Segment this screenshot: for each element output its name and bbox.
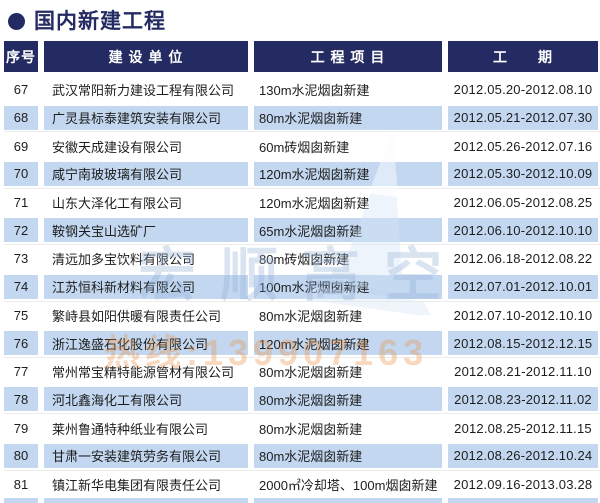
header-company: 建 设 单 位 — [44, 41, 248, 72]
cell-period: 2012.06.10-2012.10.10 — [448, 218, 598, 243]
cell-no: 76 — [4, 331, 38, 356]
bullet-icon — [8, 12, 25, 30]
cell-period: 2012.05.30-2012.10.09 — [448, 161, 598, 186]
cell-no: 77 — [13, 364, 29, 380]
cell-no: 78 — [4, 387, 38, 412]
cell-no: 75 — [13, 307, 29, 323]
cell-company: 繁峙县如阳供暖有限责任公司 — [52, 308, 222, 324]
cell-project: 65m水泥烟囱新建 — [254, 218, 442, 243]
cell-company: 浙江逸盛石化股份有限公司 — [44, 331, 248, 356]
partial-cell — [254, 498, 442, 503]
cell-project: 120m水泥烟囱新建 — [254, 161, 442, 186]
cell-project: 2000㎡冷却塔、100m烟囱新建 — [259, 477, 438, 493]
header-period: 工 期 — [448, 41, 598, 72]
table-row: 67 武汉常阳新力建设工程有限公司 130m水泥烟囱新建 2012.05.20-201… — [4, 76, 600, 104]
table-row: 69 安徽天成建设有限公司 60m砖烟囱新建 2012.05.26-2012.07.1… — [4, 131, 600, 160]
cell-period: 2012.06.18-2012.08.22 — [453, 251, 593, 267]
section-title-bar: 国内新建工程 — [0, 0, 600, 39]
partial-next-row — [4, 498, 600, 503]
cell-no: 70 — [4, 161, 38, 186]
projects-table: 序号 建 设 单 位 工 程 项 目 工 期 67 武汉常阳新力建设工程有限公司 1… — [4, 41, 600, 498]
table-row: 75 繁峙县如阳供暖有限责任公司 80m水泥烟囱新建 2012.07.10-2012.… — [4, 300, 600, 330]
page-title: 国内新建工程 — [34, 9, 166, 33]
cell-period: 2012.07.10-2012.10.10 — [453, 307, 593, 323]
cell-project: 80m砖烟囱新建 — [259, 252, 350, 268]
cell-no: 73 — [13, 251, 29, 267]
table-row: 80 甘肃一安装建筑劳务有限公司 80m水泥烟囱新建 2012.08.26-2012.… — [4, 442, 600, 470]
table-row: 81 镇江新华电集团有限责任公司 2000㎡冷却塔、100m烟囱新建 2012.09.… — [4, 469, 600, 499]
partial-cell — [4, 498, 38, 503]
cell-no: 72 — [4, 218, 38, 243]
cell-period: 2012.08.23-2012.11.02 — [448, 387, 598, 412]
cell-company: 镇江新华电集团有限责任公司 — [52, 477, 222, 493]
cell-period: 2012.08.25-2012.11.15 — [454, 420, 592, 436]
cell-project: 120m水泥烟囱新建 — [254, 331, 442, 356]
cell-project: 120m水泥烟囱新建 — [259, 196, 370, 212]
table-row: 71 山东大泽化工有限公司 120m水泥烟囱新建 2012.06.05-2012.08… — [4, 187, 600, 217]
cell-period: 2012.05.26-2012.07.16 — [453, 138, 593, 154]
cell-company: 鞍钢关宝山选矿厂 — [44, 218, 248, 243]
cell-company: 清远加多宝饮料有限公司 — [52, 252, 196, 268]
table-row: 78 河北鑫海化工有限公司 80m水泥烟囱新建 2012.08.23-2012.11.… — [4, 386, 600, 414]
cell-company: 河北鑫海化工有限公司 — [44, 387, 248, 412]
cell-no: 81 — [13, 476, 29, 492]
cell-company: 安徽天成建设有限公司 — [52, 139, 183, 155]
cell-project: 80m水泥烟囱新建 — [259, 308, 363, 324]
cell-no: 67 — [13, 82, 29, 98]
table-body: 67 武汉常阳新力建设工程有限公司 130m水泥烟囱新建 2012.05.20-201… — [4, 76, 600, 498]
cell-period: 2012.07.01-2012.10.01 — [448, 274, 598, 299]
cell-no: 79 — [13, 420, 29, 436]
cell-company: 广灵县标泰建筑安装有限公司 — [44, 105, 248, 130]
cell-company: 咸宁南玻玻璃有限公司 — [44, 161, 248, 186]
cell-period: 2012.08.15-2012.12.15 — [448, 331, 598, 356]
cell-project: 80m水泥烟囱新建 — [254, 105, 442, 130]
cell-project: 60m砖烟囱新建 — [259, 139, 350, 155]
table-header-row: 序号 建 设 单 位 工 程 项 目 工 期 — [4, 41, 600, 72]
header-project: 工 程 项 目 — [254, 41, 442, 72]
cell-company: 甘肃一安装建筑劳务有限公司 — [44, 443, 248, 468]
table-row: 70 咸宁南玻玻璃有限公司 120m水泥烟囱新建 2012.05.30-2012.10… — [4, 160, 600, 188]
cell-no: 74 — [4, 274, 38, 299]
cell-project: 130m水泥烟囱新建 — [259, 83, 370, 99]
partial-cell — [44, 498, 248, 503]
partial-cell — [448, 498, 598, 503]
table-row: 74 江苏恒科新材料有限公司 100m水泥烟囱新建 2012.07.01-2012.1… — [4, 273, 600, 301]
table-row: 76 浙江逸盛石化股份有限公司 120m水泥烟囱新建 2012.08.15-2012.… — [4, 329, 600, 357]
cell-company: 江苏恒科新材料有限公司 — [44, 274, 248, 299]
table-row: 73 清远加多宝饮料有限公司 80m砖烟囱新建 2012.06.18-2012.08.… — [4, 244, 600, 273]
table-row: 77 常州常宝精特能源管材有限公司 80m水泥烟囱新建 2012.08.21-2012… — [4, 356, 600, 386]
table-row: 68 广灵县标泰建筑安装有限公司 80m水泥烟囱新建 2012.05.21-2012.… — [4, 104, 600, 132]
cell-company: 莱州鲁通特种纸业有限公司 — [52, 421, 209, 437]
cell-no: 69 — [13, 138, 29, 154]
cell-company: 常州常宝精特能源管材有限公司 — [52, 365, 235, 381]
header-no: 序号 — [4, 41, 38, 72]
cell-company: 武汉常阳新力建设工程有限公司 — [52, 83, 235, 99]
cell-project: 100m水泥烟囱新建 — [254, 274, 442, 299]
cell-period: 2012.05.20-2012.08.10 — [453, 82, 593, 98]
cell-no: 71 — [13, 195, 29, 211]
cell-no: 80 — [4, 443, 38, 468]
cell-project: 80m水泥烟囱新建 — [259, 421, 363, 437]
cell-project: 80m水泥烟囱新建 — [254, 443, 442, 468]
table-row: 79 莱州鲁通特种纸业有限公司 80m水泥烟囱新建 2012.08.25-2012.1… — [4, 413, 600, 442]
table-row: 72 鞍钢关宝山选矿厂 65m水泥烟囱新建 2012.06.10-2012.10.10 — [4, 216, 600, 244]
cell-project: 80m水泥烟囱新建 — [259, 365, 363, 381]
cell-period: 2012.06.05-2012.08.25 — [453, 195, 593, 211]
cell-period: 2012.08.26-2012.10.24 — [448, 443, 598, 468]
cell-period: 2012.08.21-2012.11.10 — [454, 364, 592, 380]
cell-period: 2012.05.21-2012.07.30 — [448, 105, 598, 130]
cell-company: 山东大泽化工有限公司 — [52, 196, 183, 212]
cell-project: 80m水泥烟囱新建 — [254, 387, 442, 412]
cell-no: 68 — [4, 105, 38, 130]
cell-period: 2012.09.16-2013.03.28 — [453, 476, 593, 492]
